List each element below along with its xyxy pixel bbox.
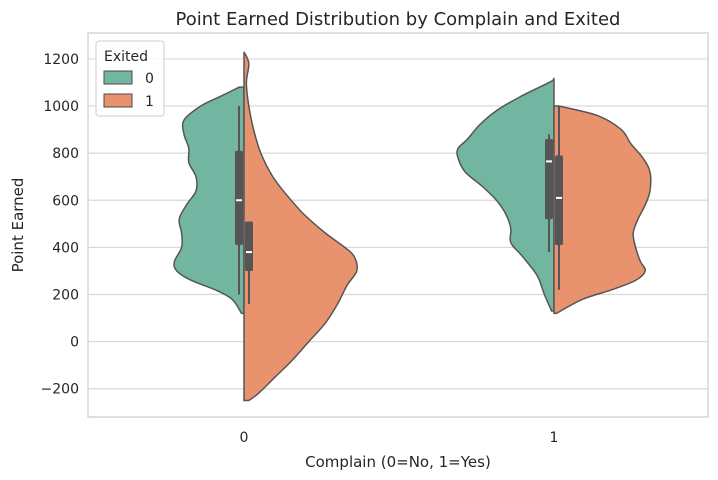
y-tick-label: 1000	[43, 99, 79, 115]
y-axis-label: Point Earned	[9, 178, 27, 273]
y-tick-label: 200	[52, 287, 79, 303]
legend-label-1: 1	[145, 94, 154, 110]
y-tick-labels: −200 0 200 400 600 800 1000 1200	[41, 52, 79, 398]
box-iqr	[235, 150, 243, 246]
violin-half-1-cat-0	[243, 51, 358, 402]
box-iqr	[245, 221, 253, 271]
violins	[173, 51, 652, 402]
box-iqr	[545, 139, 553, 220]
x-tick-label: 1	[550, 430, 559, 446]
y-tick-label: 400	[52, 240, 79, 256]
y-tick-label: 600	[52, 193, 79, 209]
legend-swatch-0	[103, 70, 133, 85]
violin-half-0-cat-0	[173, 86, 245, 315]
violin-half-0-cat-1	[456, 77, 555, 312]
x-axis-label: Complain (0=No, 1=Yes)	[305, 453, 491, 471]
inner-boxes	[235, 106, 563, 304]
chart-title: Point Earned Distribution by Complain an…	[176, 9, 621, 30]
y-tick-label: 1200	[43, 52, 79, 68]
box-iqr	[555, 155, 563, 246]
y-tick-label: 800	[52, 146, 79, 162]
y-tick-label: 0	[70, 335, 79, 351]
y-tick-label: −200	[41, 382, 79, 398]
legend: Exited 0 1	[95, 40, 165, 117]
violin-half-1-cat-1	[553, 105, 652, 315]
x-tick-label: 0	[240, 430, 249, 446]
legend-label-0: 0	[145, 71, 154, 87]
legend-swatch-1	[103, 93, 133, 108]
legend-title: Exited	[104, 49, 148, 65]
